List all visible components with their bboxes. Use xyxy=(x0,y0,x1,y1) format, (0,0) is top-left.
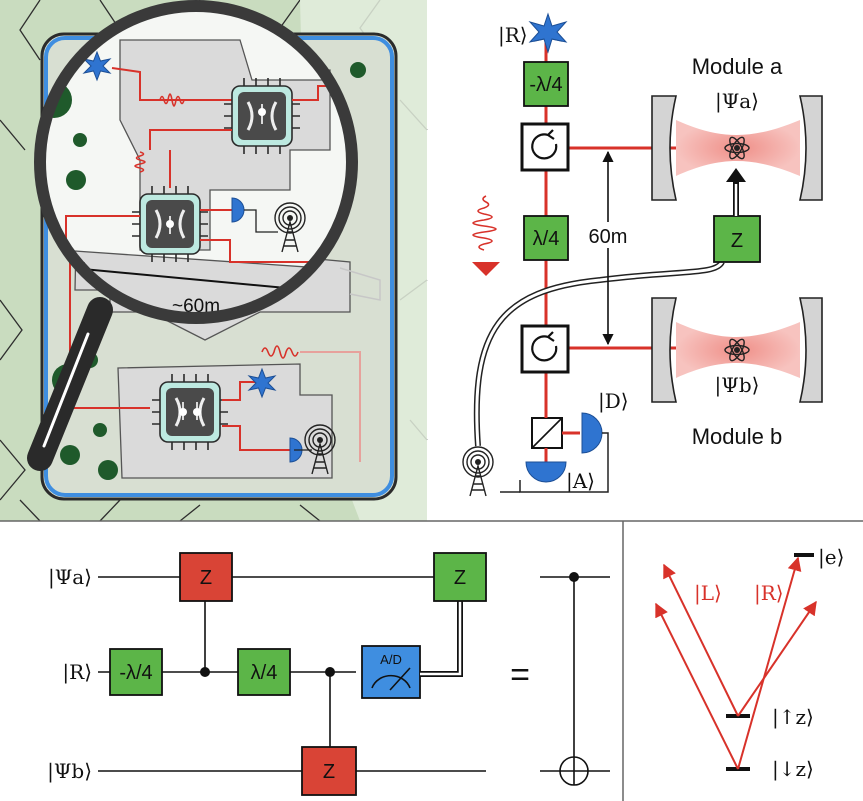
module-a-title: Module a xyxy=(692,54,783,79)
mirror-b-left xyxy=(651,297,678,403)
z-gate-label: Z xyxy=(731,230,743,252)
circuit-z-feedback-label: Z xyxy=(454,567,466,589)
level-scheme: |e⟩ |↑z⟩ |↓z⟩ |L⟩ |R⟩ xyxy=(655,545,844,782)
magnifier-icon xyxy=(27,297,113,471)
level-e-label: |e⟩ xyxy=(818,545,844,570)
circuit-z-gate-a xyxy=(179,552,233,602)
circuit-z-b-label: Z xyxy=(323,761,335,783)
quarter-wave-plate xyxy=(523,215,569,261)
circuit-quarter-gate xyxy=(237,648,291,696)
measure-label: A/D xyxy=(380,652,402,667)
circuit-quarter-label: λ/4 xyxy=(251,662,278,684)
module-a-state: |Ψa⟩ xyxy=(715,89,759,114)
mirror-a-left xyxy=(651,95,678,201)
mirror-b-right xyxy=(798,297,823,403)
module-b-state: |Ψb⟩ xyxy=(715,373,760,398)
building-bottom xyxy=(117,363,333,479)
photon-wavepacket xyxy=(472,195,497,251)
quarter-wave-label: λ/4 xyxy=(533,228,560,250)
photon-pulse-middle xyxy=(134,151,146,173)
setup-panel: |R⟩ -λ/4 λ/4 |D⟩ |A⟩ xyxy=(462,12,823,497)
pol-L-label: |L⟩ xyxy=(694,581,722,606)
photon-pulse-top xyxy=(159,93,185,107)
wire-label-psi-a: |Ψa⟩ xyxy=(48,565,92,590)
circuit-minus-quarter-label: -λ/4 xyxy=(119,662,152,684)
circulator-icon-lower xyxy=(520,324,570,374)
circuit-minus-quarter-gate xyxy=(109,648,163,696)
circulator-icon xyxy=(520,122,570,172)
module-b-title: Module b xyxy=(692,424,783,449)
ket-R-label: |R⟩ xyxy=(498,23,528,48)
level-up-label: |↑z⟩ xyxy=(772,705,814,730)
map-panel: ~60m xyxy=(0,0,428,522)
circuit-z-a-label: Z xyxy=(200,567,212,589)
wire-label-psi-b: |Ψb⟩ xyxy=(47,759,92,784)
antenna-icon xyxy=(462,446,494,497)
circuit-z-gate-b xyxy=(301,746,357,796)
cnot-gate xyxy=(540,572,610,786)
minus-quarter-wave-plate xyxy=(523,61,569,107)
pol-R-label: |R⟩ xyxy=(754,581,784,606)
level-down-label: |↓z⟩ xyxy=(772,757,814,782)
star-photon-icon xyxy=(528,12,568,54)
distance-60m-label: 60m xyxy=(589,226,628,248)
circuit-z-feedback xyxy=(433,552,487,602)
detector-D-icon xyxy=(581,412,603,454)
wire-label-R: |R⟩ xyxy=(62,660,92,685)
photon-pulse-bottom xyxy=(261,345,299,359)
magnifier-lens xyxy=(34,0,358,324)
ket-D-label: |D⟩ xyxy=(598,389,629,414)
ket-A-label: |A⟩ xyxy=(566,469,595,494)
mirror-a-right xyxy=(798,95,823,201)
circuit-panel: |Ψa⟩ |R⟩ |Ψb⟩ -λ/4 Z λ/4 Z A/D Z = xyxy=(47,552,610,796)
equals-sign: = xyxy=(510,656,530,694)
minus-quarter-wave-label: -λ/4 xyxy=(529,74,562,96)
beamsplitter-icon xyxy=(531,417,563,449)
detector-A-icon xyxy=(525,461,567,483)
